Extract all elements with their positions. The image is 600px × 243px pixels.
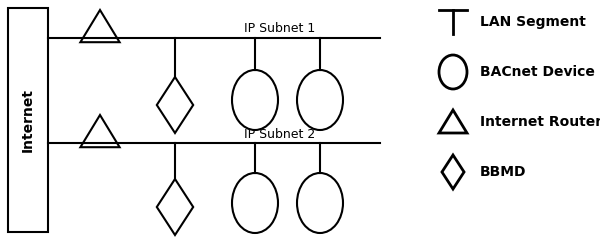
Text: BBMD: BBMD: [480, 165, 527, 179]
Text: IP Subnet 2: IP Subnet 2: [244, 128, 316, 141]
Text: Internet Router: Internet Router: [480, 115, 600, 129]
Text: Internet: Internet: [21, 88, 35, 152]
Text: BACnet Device: BACnet Device: [480, 65, 595, 79]
Text: IP Subnet 1: IP Subnet 1: [244, 22, 316, 35]
Bar: [8, 8, 48, 232]
Text: LAN Segment: LAN Segment: [480, 15, 586, 29]
